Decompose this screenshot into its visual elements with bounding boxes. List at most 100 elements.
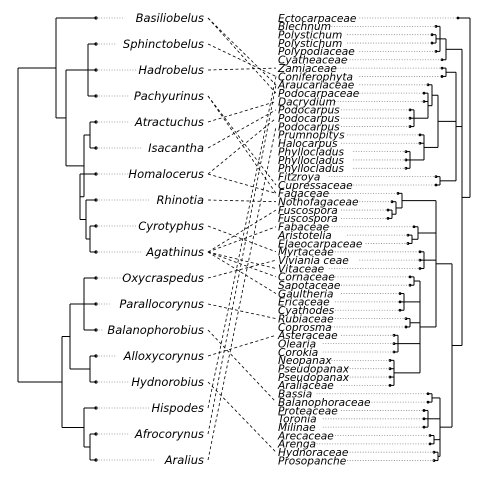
right-taxon-label: Zamiaceae <box>277 63 337 75</box>
association-link <box>207 173 277 194</box>
association-link <box>207 251 277 278</box>
right-taxon-label: Polypodiaceae <box>278 46 355 58</box>
right-tip-dot <box>430 41 434 45</box>
right-taxon-label: Prosopanche <box>278 455 347 467</box>
association-link <box>207 109 277 149</box>
left-leader-lines <box>96 17 156 461</box>
left-taxon-label: Homalocerus <box>128 167 204 181</box>
association-link <box>207 67 277 71</box>
association-link <box>207 84 277 435</box>
right-tip-dot <box>396 191 400 195</box>
association-link <box>207 381 277 453</box>
right-tip-dot <box>422 409 426 412</box>
association-link <box>207 17 277 86</box>
association-link <box>207 199 277 203</box>
association-link <box>207 209 277 253</box>
right-tip-dot <box>388 367 392 371</box>
left-taxon-label: Sphinctobelus <box>123 37 204 51</box>
right-taxon-label: Coprosma <box>278 322 332 334</box>
right-tip-dot <box>408 125 412 128</box>
left-taxon-label: Hispodes <box>151 401 204 415</box>
right-taxon-label: Corokia <box>278 347 318 359</box>
right-taxon-label: Viviania ceae <box>278 255 349 267</box>
right-taxon-label: Ericaceae <box>278 297 330 309</box>
right-taxon-label: Podocarpus <box>278 113 340 125</box>
right-taxon-label: Blechnum <box>278 21 331 33</box>
right-taxon-label: Gaultheria <box>278 288 334 300</box>
right-taxon-label: Phyllocladus <box>278 163 344 175</box>
association-link <box>207 226 277 253</box>
left-taxon-label: Aralius <box>164 453 204 467</box>
right-tip-dot <box>388 384 392 387</box>
right-taxon-label: Podocarpus <box>278 121 340 133</box>
right-tip-dot <box>434 50 438 53</box>
association-link <box>207 95 277 186</box>
right-taxon-label: Hydnoraceae <box>278 447 349 459</box>
right-taxon-label: Polystichum <box>278 30 342 42</box>
right-taxon-label: Myrtaceae <box>278 247 334 259</box>
association-links <box>207 17 277 461</box>
right-taxon-label: Cyatheaceae <box>278 55 348 67</box>
right-taxon-label: Pseudopanax <box>278 372 350 384</box>
right-tip-dot <box>406 233 410 237</box>
right-taxon-label: Cupressaceae <box>278 180 353 192</box>
right-tip-dot <box>408 275 412 279</box>
right-taxon-label: Coniferophyta <box>278 71 353 83</box>
right-tip-dot <box>428 442 432 446</box>
left-taxon-label: Atractuchus <box>134 115 204 129</box>
right-taxon-label: Araliaceae <box>277 380 334 392</box>
right-taxon-label: Phyllocladus <box>278 146 344 158</box>
right-taxon-label: Fabaceae <box>278 222 330 234</box>
right-taxon-label: Fagaceae <box>278 188 330 200</box>
right-taxon-label: Polystichum <box>278 38 342 50</box>
right-taxon-label: Sapotaceae <box>278 280 341 292</box>
right-tip-dot <box>418 250 422 254</box>
right-taxon-label: Proteaceae <box>278 405 338 417</box>
left-taxon-label: Hadrobelus <box>138 63 204 77</box>
right-tip-dot <box>432 450 436 454</box>
right-taxon-label: Olearia <box>278 338 316 350</box>
association-link <box>207 259 277 279</box>
left-taxon-label: Pachyurinus <box>134 89 204 103</box>
right-taxon-label: Asteraceae <box>277 330 338 342</box>
association-link <box>207 43 277 77</box>
association-link <box>207 329 277 403</box>
right-tip-dot <box>392 350 396 354</box>
right-tip-dot <box>426 400 430 404</box>
right-taxon-label: Elaeocarpaceae <box>278 238 363 250</box>
right-taxon-label: Fuscospora <box>278 205 338 217</box>
left-taxon-label: Parallocorynus <box>119 297 204 311</box>
right-tip-dot <box>404 325 408 329</box>
right-phylogeny-tree <box>386 16 471 462</box>
right-taxon-label: Vitaceae <box>278 263 325 275</box>
right-taxon-label: Bassia <box>278 389 312 401</box>
right-tip-dot <box>432 459 436 462</box>
association-link <box>207 126 277 461</box>
association-link <box>207 225 277 253</box>
left-taxon-label: Agathinus <box>145 245 204 259</box>
right-tip-dot <box>440 58 444 62</box>
right-taxon-label: Neopanax <box>278 355 332 367</box>
right-taxon-label: Cyathodes <box>278 305 335 317</box>
right-tip-dot <box>408 116 412 120</box>
right-tip-dot <box>412 225 416 229</box>
right-taxon-label: Fitzroya <box>278 171 320 183</box>
right-tip-dot <box>430 33 434 37</box>
right-tip-dot <box>408 283 412 287</box>
left-taxon-label: Rhinotia <box>156 193 204 207</box>
right-taxon-labels: EctocarpaceaeBlechnumPolystichumPolystic… <box>277 13 371 468</box>
left-taxon-label: Balanophorobius <box>107 323 204 337</box>
right-taxon-label: Toronia <box>278 414 317 426</box>
right-taxon-label: Araucariaceae <box>277 80 355 92</box>
right-taxon-label: Arenga <box>277 439 316 451</box>
right-taxon-label: Phyllocladus <box>278 155 344 167</box>
association-link <box>207 334 277 357</box>
right-taxon-label: Balanophoraceae <box>278 397 371 409</box>
association-link <box>207 76 277 409</box>
right-taxon-label: Podocarpus <box>278 105 340 117</box>
right-taxon-label: Nothofagaceae <box>278 197 359 209</box>
association-link <box>207 101 277 123</box>
right-taxon-label: Aristotelia <box>277 230 332 242</box>
right-tip-dot <box>422 425 426 429</box>
association-link <box>207 17 277 94</box>
